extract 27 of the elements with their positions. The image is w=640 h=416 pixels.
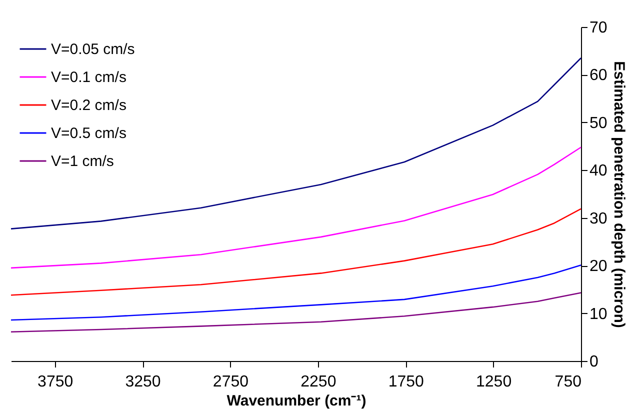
- x-tick-label: 1250: [476, 374, 512, 390]
- y-tick-label: 20: [590, 258, 608, 276]
- y-tick-label: 10: [590, 306, 608, 323]
- x-tick-label: 2750: [212, 374, 249, 390]
- x-tick-label: 3250: [125, 374, 161, 390]
- legend-label: V=0.2 cm/s: [51, 97, 126, 114]
- x-tick-label: 1750: [388, 374, 424, 390]
- x-axis-title: Wavenumber (cm⁻¹): [226, 392, 366, 410]
- y-tick-label: 60: [590, 67, 608, 84]
- x-tick-label: 2250: [300, 374, 336, 390]
- x-tick-label: 3750: [38, 374, 74, 390]
- y-tick-label: 30: [590, 210, 608, 228]
- x-tick-label: 750: [554, 374, 582, 390]
- line-series: [10, 264, 582, 321]
- y-tick-label: 50: [590, 114, 608, 132]
- legend-label: V=0.05 cm/s: [51, 41, 135, 58]
- y-tick-label: 0: [590, 354, 598, 370]
- line-series: [10, 57, 582, 230]
- line-series: [10, 208, 582, 296]
- y-axis-title: Estimated penetration depth (micron): [610, 61, 628, 328]
- y-tick-label: 40: [590, 162, 608, 180]
- line-series: [10, 146, 582, 269]
- line-series: [10, 292, 582, 333]
- y-tick-label: 70: [590, 20, 608, 36]
- legend-label: V=0.1 cm/s: [51, 69, 126, 86]
- legend-label: V=1 cm/s: [51, 153, 114, 170]
- legend-label: V=0.5 cm/s: [51, 125, 126, 142]
